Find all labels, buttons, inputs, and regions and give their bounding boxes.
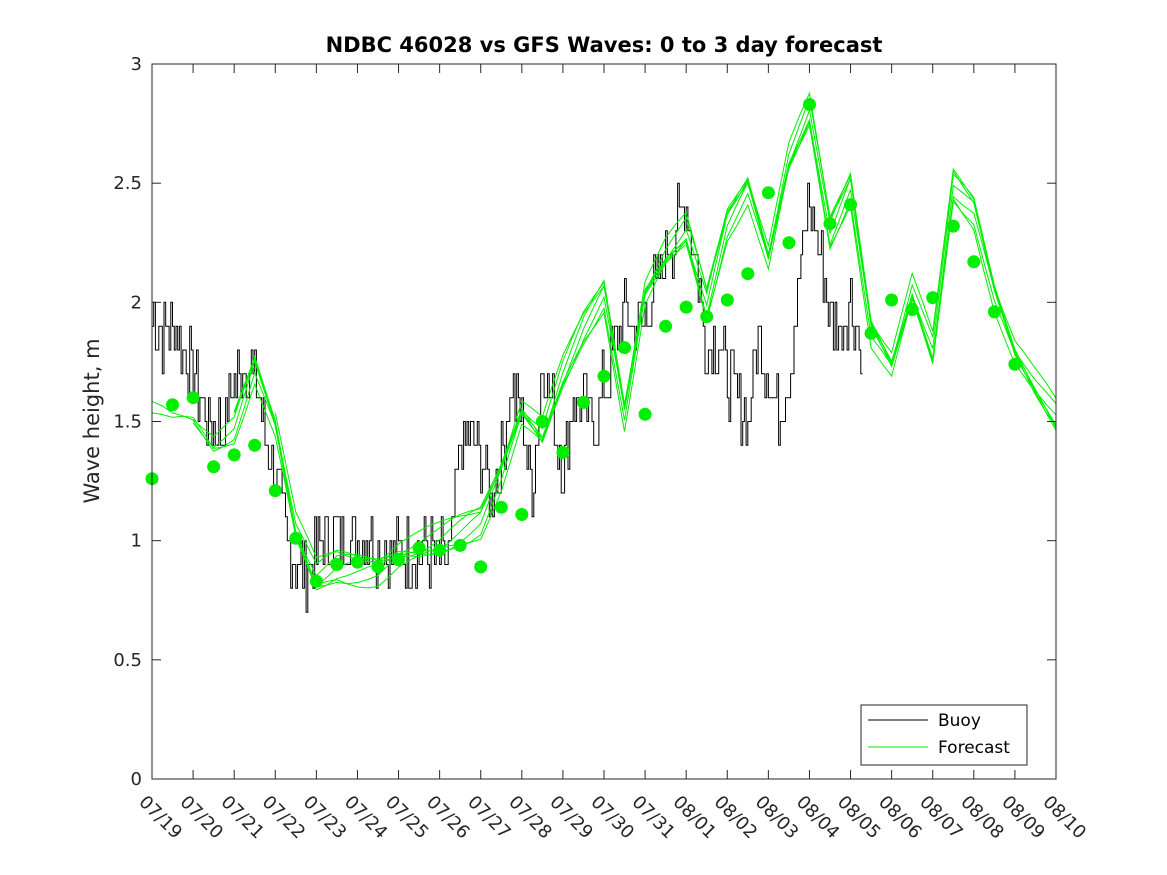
forecast-marker — [207, 460, 221, 474]
y-tick-label: 2 — [131, 292, 142, 313]
forecast-marker — [905, 303, 919, 316]
y-tick-label: 1.5 — [113, 412, 142, 433]
y-tick-label: 3 — [131, 54, 142, 75]
forecast-marker — [967, 255, 981, 269]
forecast-marker — [556, 446, 570, 459]
forecast-marker — [309, 574, 323, 588]
forecast-marker — [782, 236, 796, 250]
forecast-marker — [227, 448, 241, 462]
forecast-marker — [761, 186, 775, 200]
y-tick-label: 0.5 — [113, 650, 142, 671]
legend: Buoy Forecast — [860, 704, 1028, 766]
forecast-marker — [248, 438, 262, 452]
forecast-run-line — [274, 91, 1057, 563]
forecast-marker — [597, 369, 611, 383]
forecast-marker — [946, 219, 960, 233]
forecast-marker — [392, 553, 405, 567]
y-tick-label: 0 — [131, 769, 142, 790]
forecast-marker — [885, 293, 899, 307]
forecast-marker — [268, 484, 282, 498]
forecast-marker — [864, 326, 878, 340]
forecast-marker — [844, 198, 857, 212]
forecast-marker — [720, 293, 734, 307]
buoy-series-line — [152, 182, 863, 613]
legend-box — [860, 704, 1028, 766]
forecast-marker — [515, 508, 529, 521]
forecast-marker — [741, 267, 755, 281]
y-tick-label: 1 — [131, 531, 142, 552]
forecast-marker — [494, 500, 508, 514]
forecast-marker — [926, 291, 940, 305]
forecast-marker — [474, 560, 488, 574]
forecast-marker — [186, 391, 200, 405]
forecast-marker — [351, 555, 364, 569]
plot-area — [152, 64, 1056, 779]
forecast-marker — [700, 310, 714, 324]
forecast-marker — [618, 341, 631, 355]
forecast-marker — [987, 305, 1001, 319]
forecast-marker — [535, 415, 549, 428]
forecast-marker — [803, 98, 816, 111]
forecast-marker — [166, 398, 179, 412]
forecast-run-line — [151, 118, 1057, 589]
forecast-marker — [371, 560, 385, 574]
y-tick-label: 2.5 — [113, 173, 142, 194]
forecast-marker — [659, 319, 673, 333]
forecast-run-line — [233, 108, 1057, 577]
forecast-marker — [453, 538, 467, 552]
forecast-marker — [679, 300, 693, 314]
series-layer — [145, 91, 1057, 613]
forecast-marker — [330, 558, 344, 571]
forecast-marker — [823, 217, 837, 231]
forecast-marker — [289, 531, 303, 545]
forecast-marker — [1008, 357, 1022, 371]
legend-buoy-label: Buoy — [938, 711, 981, 731]
forecast-marker — [412, 541, 426, 555]
forecast-marker — [577, 395, 590, 409]
forecast-marker — [638, 407, 652, 421]
y-axis-ticks: 0 0.5 1 1.5 2 2.5 3 — [113, 54, 1056, 790]
chart-title: NDBC 46028 vs GFS Waves: 0 to 3 day fore… — [326, 33, 883, 57]
forecast-marker — [433, 543, 447, 557]
legend-forecast-label: Forecast — [938, 738, 1010, 758]
y-axis-label: Wave height, m — [80, 338, 104, 503]
